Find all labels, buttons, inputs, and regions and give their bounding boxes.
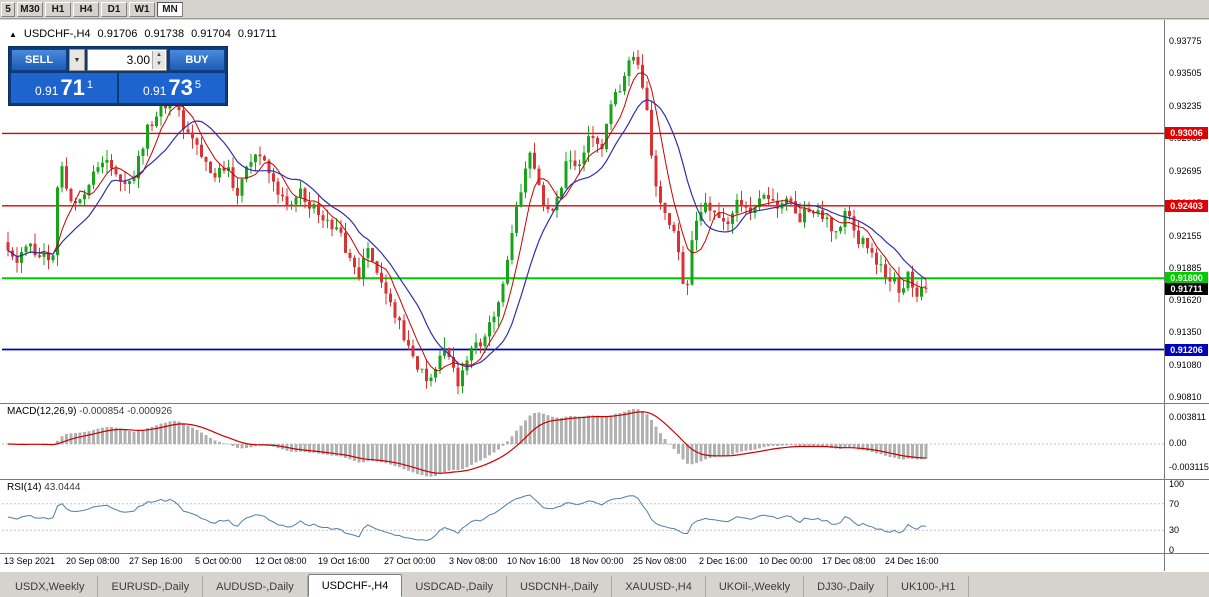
timeframe-toolbar: 5 M30 H1 H4 D1 W1 MN [0,0,1209,19]
price-axis-separator [1164,20,1165,571]
ask-pipette: 5 [194,79,201,91]
ask-big-digits: 73 [168,75,193,100]
chart-tabs-bar: USDX,Weekly EURUSD-,Daily AUDUSD-,Daily USD… [0,571,1209,597]
chart-title: ▲ USDCHF-,H4 0.91706 0.91738 0.91704 0.9… [9,28,277,40]
volume-spinner: ▲ ▼ [152,51,165,69]
rsi-panel-separator[interactable] [0,479,1209,480]
macd-panel-separator[interactable] [0,403,1209,404]
tab-uk100-h1[interactable]: UK100-,H1 [888,576,970,597]
timeframe-button-m30[interactable]: M30 [17,1,43,17]
tab-ukoil-weekly[interactable]: UKOil-,Weekly [706,576,805,597]
volume-input[interactable]: 3.00 ▲ ▼ [87,49,167,71]
trade-options-dropdown[interactable]: ▼ [69,49,85,71]
tab-usdx-weekly[interactable]: USDX,Weekly [2,576,99,597]
ohlc-low: 0.91704 [191,28,231,40]
ohlc-high: 0.91738 [144,28,185,40]
sell-button[interactable]: SELL [11,49,67,71]
ohlc-open: 0.91706 [97,28,138,40]
timeframe-button-5[interactable]: 5 [1,1,15,17]
tab-audusd-daily[interactable]: AUDUSD-,Daily [203,576,308,597]
timeframe-button-h4[interactable]: H4 [73,1,99,17]
tab-usdchf-h4[interactable]: USDCHF-,H4 [307,574,403,597]
bid-price[interactable]: 0.91 71 1 [11,73,117,103]
timeframe-button-w1[interactable]: W1 [129,1,155,17]
ask-prefix: 0.91 [143,84,167,98]
tab-xauusd-h4[interactable]: XAUUSD-,H4 [612,576,706,597]
chevron-down-icon: ▼ [73,56,81,64]
bid-big-digits: 71 [60,75,85,100]
tab-usdcnh-daily[interactable]: USDCNH-,Daily [507,576,613,597]
timeframe-button-d1[interactable]: D1 [101,1,127,17]
bid-pipette: 1 [86,79,93,91]
buy-button[interactable]: BUY [169,49,225,71]
tab-usdcad-daily[interactable]: USDCAD-,Daily [402,576,507,597]
chart-marker-icon: ▲ [9,29,17,39]
timeframe-button-h1[interactable]: H1 [45,1,71,17]
tab-eurusd-daily[interactable]: EURUSD-,Daily [98,576,204,597]
chart-symbol-period: USDCHF-,H4 [23,28,91,40]
ask-price[interactable]: 0.91 73 5 [119,73,225,103]
bid-prefix: 0.91 [35,84,59,98]
timeframe-button-mn[interactable]: MN [157,1,183,17]
tab-dj30-daily[interactable]: DJ30-,Daily [804,576,889,597]
volume-value: 3.00 [126,53,150,67]
volume-decrease-icon[interactable]: ▼ [156,61,162,67]
one-click-trading-panel: SELL ▼ 3.00 ▲ ▼ BUY 0.91 71 1 0.91 73 5 [8,46,228,106]
time-axis-separator [0,553,1209,554]
ohlc-close: 0.91711 [237,28,277,40]
volume-increase-icon[interactable]: ▲ [156,52,162,58]
